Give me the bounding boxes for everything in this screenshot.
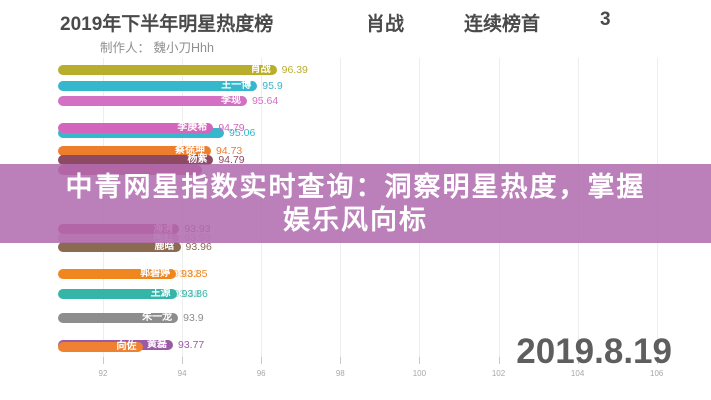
axis-tick-mark xyxy=(498,357,500,364)
bar-name-label: 杨紫 xyxy=(187,154,208,165)
axis-tick-mark xyxy=(103,357,104,364)
bar-row: 杨紫 94.79 xyxy=(58,154,245,166)
bar-value-label: 96.39 xyxy=(281,64,308,76)
bar-name-label: 蔡徐坤 xyxy=(174,145,205,156)
axis-tick-label: 98 xyxy=(335,369,345,378)
bar-value-label: 94.79 xyxy=(218,154,245,166)
bar-name-label: 李庚希 xyxy=(177,122,208,133)
axis-tick-label: 92 xyxy=(98,369,108,378)
bar-row: 朱一龙 93.9 xyxy=(58,312,204,324)
axis-tick-label: 102 xyxy=(491,369,506,378)
chart-title: 2019年下半年明星热度榜 xyxy=(60,14,274,35)
headline-line-1: 中青网星指数实时查询：洞察明星热度，掌握 xyxy=(65,171,646,202)
axis-tick-mark xyxy=(419,357,421,364)
axis-tick-label: 96 xyxy=(256,369,266,378)
bar-row: 郭碧婷 93.82 93.85 xyxy=(58,268,207,280)
bar-row: 李庚希 94.79 xyxy=(58,122,245,134)
bar-value-label: 93.85 xyxy=(181,268,208,280)
bar-name-label: 王源 xyxy=(150,288,171,299)
leader-streak-count: 3 xyxy=(600,9,611,30)
axis-tick-mark xyxy=(340,357,342,364)
bar-name-label: 鹿晗 xyxy=(154,241,175,252)
bar-row: 鹿晗 93.96 xyxy=(58,241,212,253)
axis-tick-label: 104 xyxy=(570,369,585,378)
bar-value-label: 95.06 xyxy=(229,127,256,139)
date-stamp: 2019.8.19 xyxy=(516,332,672,371)
axis-tick-mark xyxy=(656,357,658,364)
axis-tick-mark xyxy=(182,357,184,364)
axis-tick-mark xyxy=(261,357,263,364)
bar-row: 王一博 95.9 xyxy=(58,80,283,92)
bar-row: 李现 95.64 xyxy=(58,95,278,107)
headline-overlay: 中青网星指数实时查询：洞察明星热度，掌握 娱乐风向标 xyxy=(0,164,711,243)
bar-value-label: 94.79 xyxy=(218,122,245,134)
headline-line-2: 娱乐风向标 xyxy=(283,204,428,235)
bar-value-label: 93.77 xyxy=(178,339,205,351)
bar-name-label: 郭碧婷 xyxy=(140,268,171,279)
bar-name-label: 肖战 xyxy=(250,64,271,75)
bar-name-label: 李现 xyxy=(220,95,241,106)
bar-name-label: 王一博 xyxy=(221,80,252,91)
bar-row: 向佐 xyxy=(58,342,143,352)
bar-name-label: 黄磊 xyxy=(147,339,167,350)
bar-row: 95.06 xyxy=(58,128,255,139)
bar-ghost-value-label: 93.48 xyxy=(173,288,200,300)
bar-row: 王源 93.48 93.86 xyxy=(58,288,208,300)
bar-row: 肖战 96.39 xyxy=(58,64,308,76)
bar-value-label: 94.73 xyxy=(215,145,243,157)
chart-subtitle-author: 制作人： 魏小刀Hhh xyxy=(100,41,214,55)
axis-tick-mark xyxy=(577,357,579,364)
bar-value-label: 93.96 xyxy=(185,241,212,253)
bar-row: 蔡徐坤 94.73 xyxy=(58,145,242,157)
bar-value-label: 95.9 xyxy=(262,80,283,92)
leader-streak-note: 连续榜首 xyxy=(464,14,541,35)
axis-tick-label: 100 xyxy=(412,369,427,378)
axis-tick-label: 94 xyxy=(177,369,187,378)
bar-value-label: 95.64 xyxy=(251,95,279,107)
bar-ghost-value-label: 93.82 xyxy=(173,268,200,280)
bar-value-label: 93.9 xyxy=(183,312,204,324)
bar-value-label: 93.86 xyxy=(181,288,208,300)
leader-name: 肖战 xyxy=(366,14,405,35)
axis-tick-label: 106 xyxy=(650,369,664,378)
bar-name-label: 向佐 xyxy=(116,341,137,352)
bar-name-label: 朱一龙 xyxy=(142,312,173,323)
